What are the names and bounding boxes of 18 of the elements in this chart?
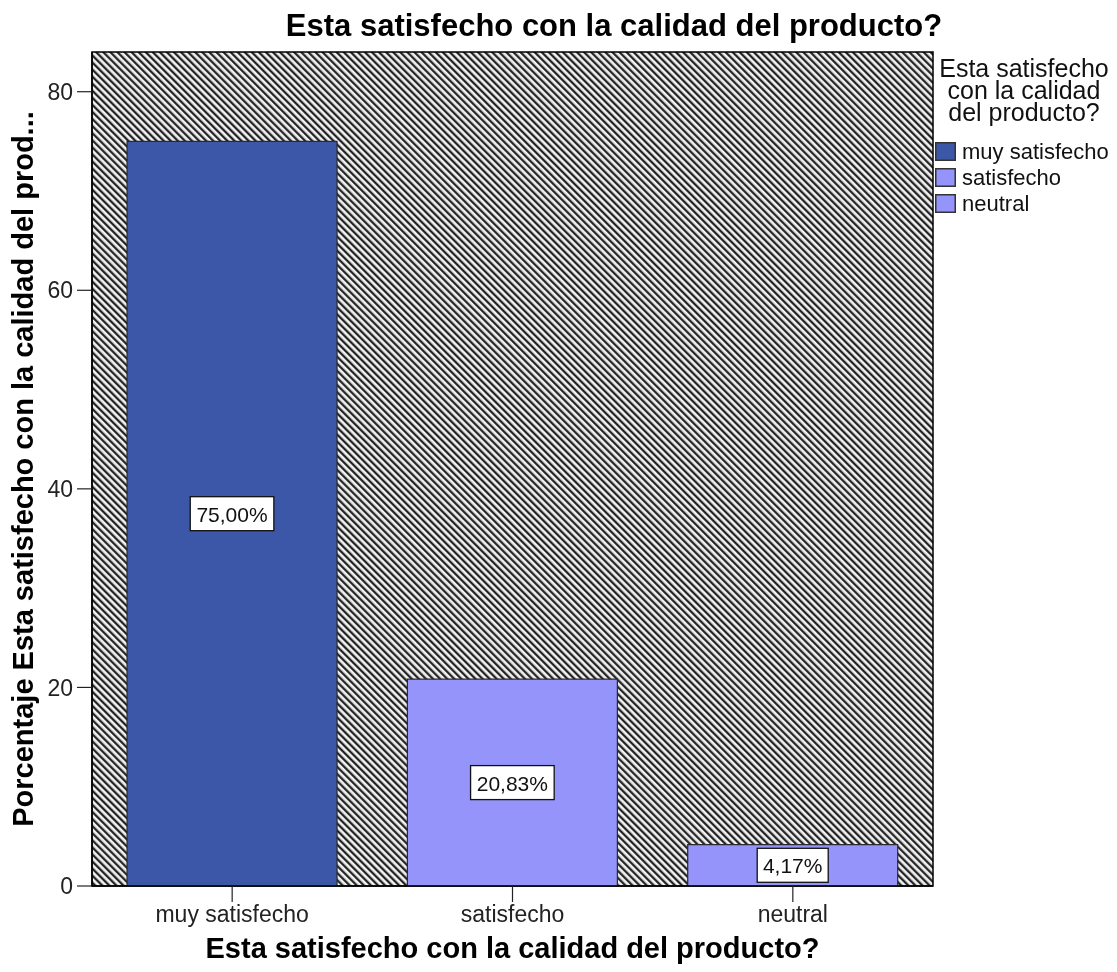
y-tick-label: 60 xyxy=(47,277,73,304)
y-tick-label: 20 xyxy=(47,674,73,701)
y-tick-label: 0 xyxy=(60,873,73,900)
data-label: 75,00% xyxy=(196,502,268,526)
x-tick-label: muy satisfecho xyxy=(155,901,309,928)
legend-label: neutral xyxy=(962,191,1030,216)
x-axis-title: Esta satisfecho con la calidad del producto? xyxy=(205,932,820,964)
y-axis-title: Porcentaje Esta satisfecho con la calidad del prod... xyxy=(7,111,39,827)
legend-title: Esta satisfecho con la calidad del producto? xyxy=(938,54,1110,126)
x-tick-label: satisfecho xyxy=(460,901,565,928)
x-tick-label: neutral xyxy=(757,901,828,928)
legend-label: muy satisfecho xyxy=(962,139,1109,164)
chart-title: Esta satisfecho con la calidad del producto? xyxy=(285,8,943,44)
data-label: 20,83% xyxy=(476,771,548,795)
legend-label: satisfecho xyxy=(962,165,1062,190)
y-tick-label: 80 xyxy=(47,78,73,105)
data-label: 4,17% xyxy=(762,853,823,877)
y-tick-label: 40 xyxy=(47,476,73,503)
